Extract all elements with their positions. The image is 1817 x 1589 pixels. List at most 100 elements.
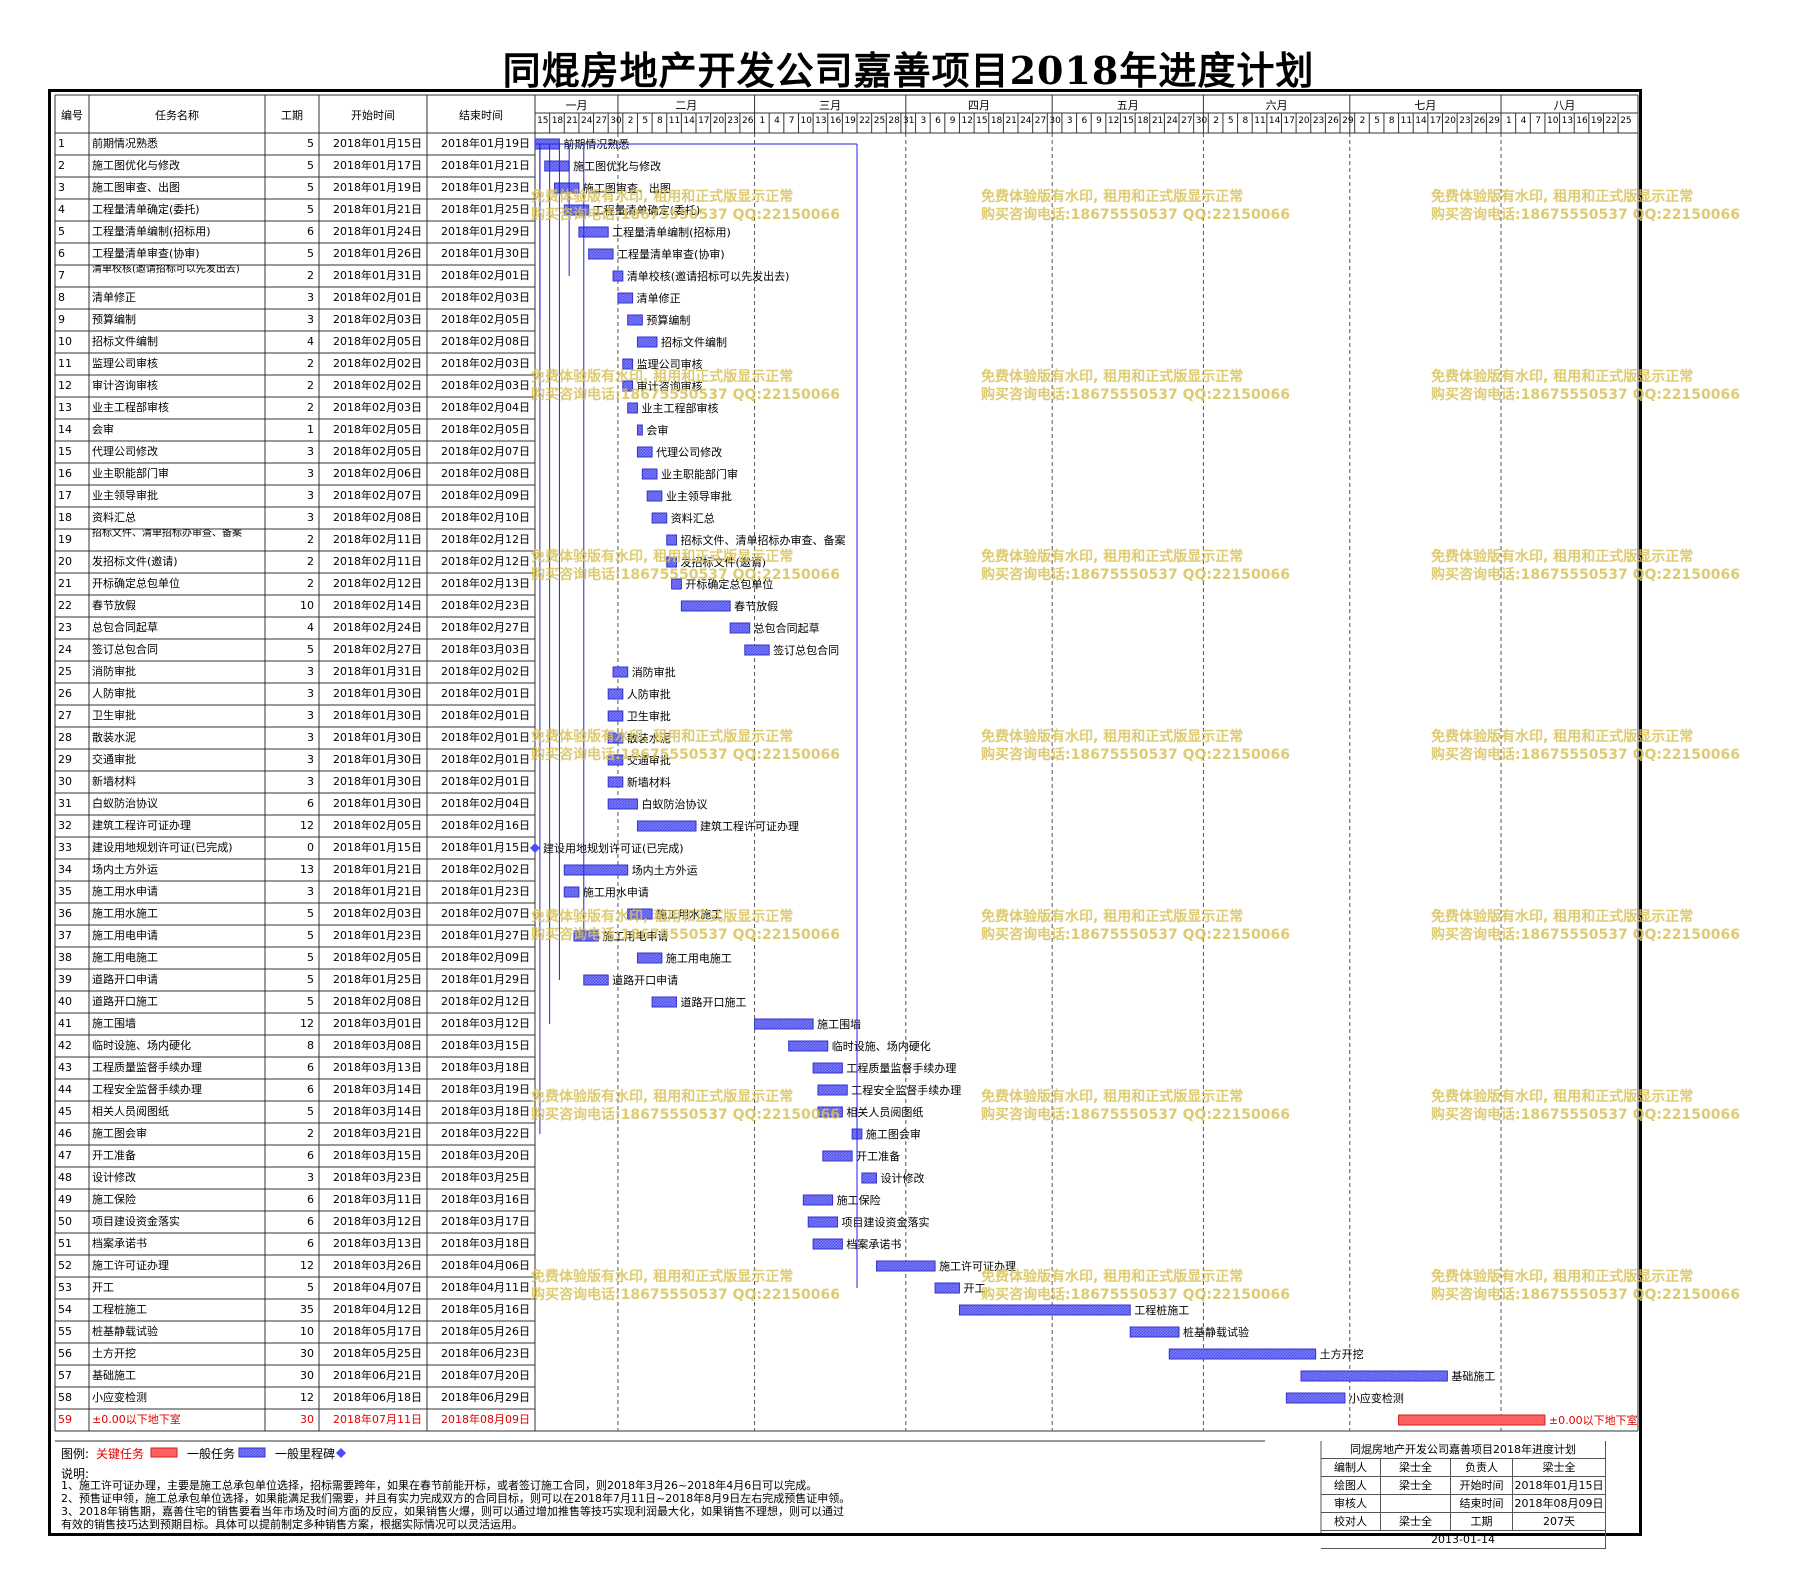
task-end: 2018年02月05日 [441, 423, 530, 436]
task-end: 2018年02月09日 [441, 489, 530, 502]
task-id: 39 [58, 973, 72, 986]
bar-label: 施工许可证办理 [939, 1260, 1016, 1273]
task-start: 2018年01月24日 [333, 225, 422, 238]
day-tick: 14 [1268, 116, 1281, 126]
day-tick: 20 [1298, 116, 1310, 126]
task-name: 招标文件、清单招标办审查、备案 [92, 529, 242, 539]
task-duration: 2 [307, 1127, 314, 1140]
task-id: 12 [58, 379, 72, 392]
task-bar [788, 1040, 829, 1052]
task-id: 59 [58, 1413, 72, 1426]
task-start: 2018年07月11日 [333, 1413, 422, 1426]
task-end: 2018年02月03日 [441, 379, 530, 392]
header-end: 结束时间 [459, 109, 503, 122]
task-end: 2018年02月04日 [441, 797, 530, 810]
task-name: 新墙材料 [92, 775, 136, 788]
task-name: 场内土方外运 [92, 863, 158, 876]
bar-label: 卫生审批 [627, 709, 671, 723]
day-tick: 12 [961, 116, 973, 126]
task-bar [817, 1084, 848, 1096]
task-bar [617, 292, 634, 304]
task-start: 2018年03月12日 [333, 1215, 422, 1228]
task-id: 37 [58, 929, 72, 942]
task-duration: 30 [300, 1347, 314, 1360]
task-start: 2018年01月25日 [333, 973, 422, 986]
task-id: 48 [58, 1171, 72, 1184]
task-end: 2018年03月19日 [441, 1083, 530, 1096]
day-tick: 4 [1520, 116, 1527, 126]
task-end: 2018年01月19日 [441, 137, 530, 150]
task-duration: 3 [307, 885, 314, 898]
bar-label: 施工图审查、出图 [583, 181, 671, 195]
day-tick: 5 [1227, 116, 1234, 126]
task-start: 2018年01月26日 [333, 247, 422, 260]
task-duration: 3 [307, 1171, 314, 1184]
day-tick: 26 [741, 116, 754, 126]
bar-label: 开标确定总包单位 [685, 577, 773, 591]
task-duration: 5 [307, 973, 314, 986]
bar-label: 基础施工 [1451, 1370, 1495, 1383]
bar-label: 相关人员阅图纸 [846, 1105, 923, 1119]
task-start: 2018年01月30日 [333, 731, 422, 744]
info-cell: 207天 [1513, 1513, 1606, 1531]
task-name: 总包合同起草 [92, 621, 158, 634]
legend-critical-swatch [150, 1447, 178, 1458]
bar-label: 设计修改 [881, 1171, 925, 1185]
milestone-marker [530, 843, 540, 853]
info-title: 同焜房地产开发公司嘉善项目2018年进度计划 [1321, 1441, 1606, 1459]
day-tick: 17 [1429, 116, 1442, 126]
task-start: 2018年04月12日 [333, 1303, 422, 1316]
task-start: 2018年02月11日 [333, 555, 422, 568]
bar-label: 土方开挖 [1320, 1347, 1364, 1361]
bar-label: 档案承诺书 [846, 1237, 901, 1251]
day-tick: 13 [815, 116, 827, 126]
task-end: 2018年02月05日 [441, 313, 530, 326]
task-end: 2018年02月12日 [441, 555, 530, 568]
day-tick: 20 [712, 116, 725, 126]
task-bar [612, 666, 629, 678]
task-duration: 5 [307, 995, 314, 1008]
day-tick: 26 [1327, 116, 1339, 126]
header-name: 任务名称 [155, 109, 199, 122]
task-name: 白蚁防治协议 [92, 797, 158, 810]
task-end: 2018年03月22日 [441, 1127, 530, 1140]
day-tick: 31 [902, 116, 915, 126]
day-tick: 5 [1374, 116, 1380, 126]
task-name: 设计修改 [92, 1171, 136, 1184]
bar-label: 业主职能部门审 [661, 467, 738, 481]
day-tick: 2 [627, 116, 634, 126]
day-tick: 15 [976, 116, 988, 126]
task-bar [573, 930, 599, 942]
task-name: 档案承诺书 [92, 1237, 147, 1250]
day-tick: 17 [1283, 116, 1295, 126]
day-tick: 14 [683, 116, 695, 126]
task-end: 2018年02月08日 [441, 467, 530, 480]
task-id: 50 [58, 1215, 72, 1228]
task-duration: 6 [307, 1061, 314, 1074]
task-end: 2018年02月12日 [441, 995, 530, 1008]
task-start: 2018年02月07日 [333, 489, 422, 502]
task-bar [554, 182, 580, 194]
task-name: 开工准备 [92, 1149, 136, 1162]
day-tick: 5 [642, 116, 649, 126]
task-end: 2018年02月08日 [441, 335, 530, 348]
task-duration: 3 [307, 291, 314, 304]
task-duration: 5 [307, 181, 314, 194]
task-start: 2018年02月02日 [333, 379, 422, 392]
task-duration: 5 [307, 907, 314, 920]
task-id: 45 [58, 1105, 72, 1118]
task-id: 23 [58, 621, 72, 634]
day-tick: 22 [1605, 116, 1617, 126]
month-3: 三月 [819, 99, 842, 112]
info-cell: 工期 [1451, 1513, 1513, 1531]
task-start: 2018年02月03日 [333, 401, 422, 414]
task-start: 2018年02月03日 [333, 907, 422, 920]
day-tick: 24 [1020, 116, 1032, 126]
day-tick: 10 [1547, 116, 1559, 126]
task-start: 2018年01月19日 [333, 181, 422, 194]
day-tick: 1 [1505, 116, 1512, 126]
task-id: 19 [58, 533, 72, 546]
task-id: 36 [58, 907, 72, 920]
task-id: 34 [58, 863, 72, 876]
day-tick: 18 [990, 116, 1003, 126]
